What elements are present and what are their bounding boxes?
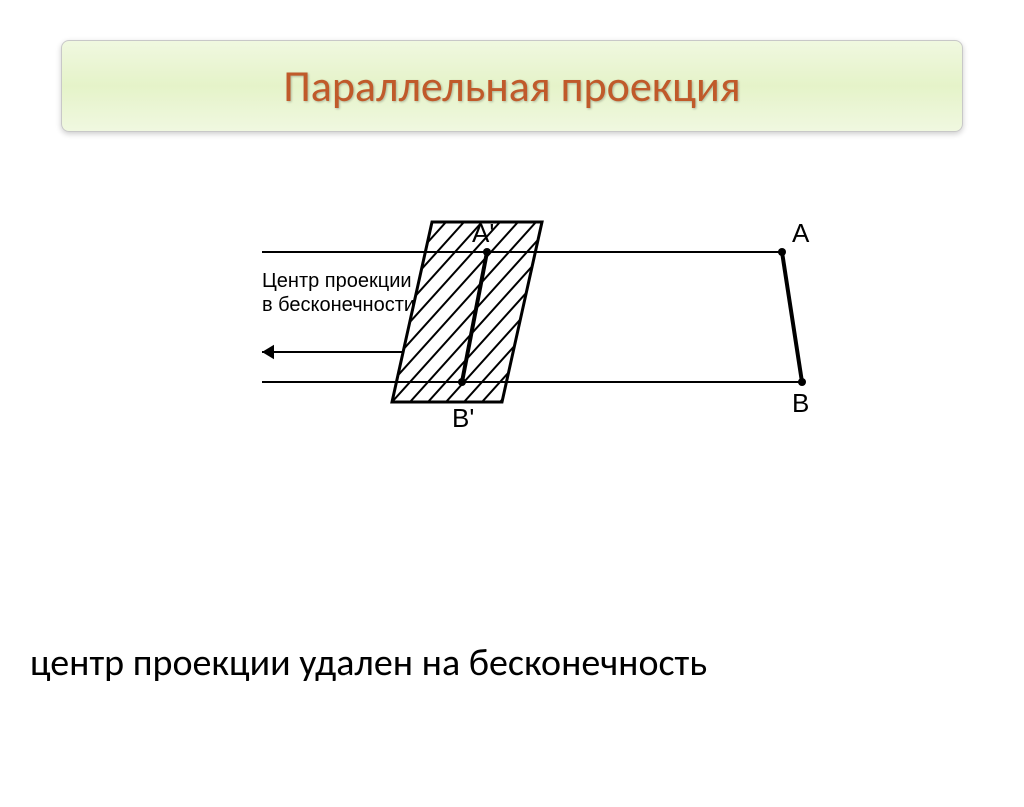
title-box: Параллельная проекция [61, 40, 963, 132]
label-A: A [792, 218, 810, 248]
page-title: Параллельная проекция [283, 59, 740, 113]
annotation-line1: Центр проекции [262, 270, 412, 292]
label-Ap: A' [472, 218, 494, 248]
diagram-container: A B A' B' Центр проекциив бесконечности [0, 192, 1024, 472]
caption-text: центр проекции удален на бесконечность [30, 640, 707, 686]
annotation-line2: в бесконечности [262, 294, 415, 316]
label-B: B [792, 388, 809, 418]
label-Bp: B' [452, 403, 474, 433]
parallel-projection-diagram: A B A' B' Центр проекциив бесконечности [162, 192, 862, 472]
